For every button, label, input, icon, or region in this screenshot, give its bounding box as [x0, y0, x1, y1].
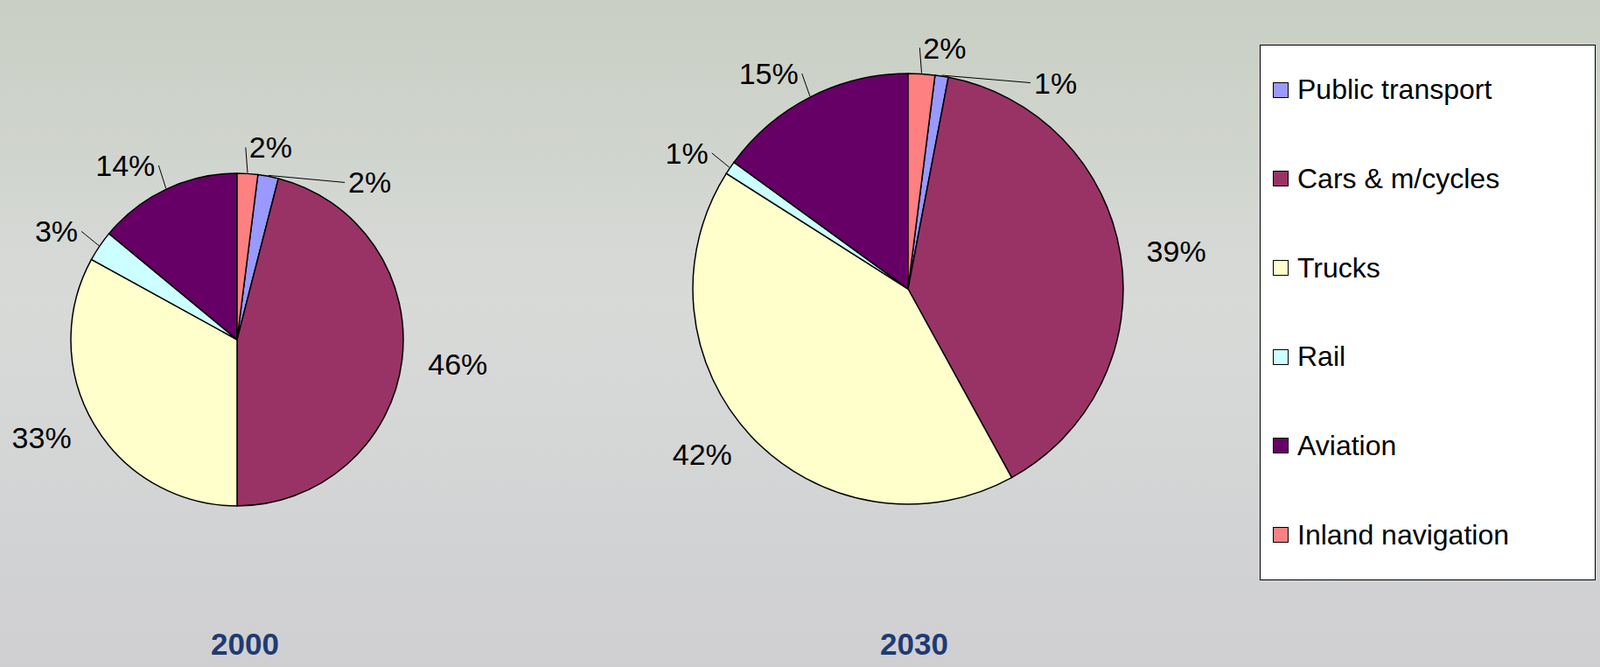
html-text:Rail: Rail [1297, 340, 1346, 373]
html-text:Cars & m/cycles: Cars & m/cycles [1297, 162, 1500, 195]
svg-text:39%: 39% [1146, 234, 1207, 268]
svg-text:2%: 2% [249, 130, 293, 164]
html-text:Public transport: Public transport [1297, 73, 1492, 106]
svg-text:46%: 46% [427, 347, 488, 381]
svg-text:2%: 2% [922, 31, 966, 65]
svg-text:2%: 2% [348, 165, 392, 199]
svg-text:1%: 1% [665, 136, 709, 170]
html-text:Trucks: Trucks [1297, 251, 1381, 284]
svg-text:42%: 42% [672, 437, 733, 471]
svg-text:3%: 3% [34, 214, 78, 248]
svg-text:14%: 14% [95, 148, 155, 182]
html-text:Inland navigation: Inland navigation [1297, 518, 1510, 550]
svg-text:15%: 15% [739, 56, 799, 91]
svg-text:33%: 33% [12, 420, 72, 455]
html-text:2000: 2000 [210, 626, 279, 661]
svg-text:1%: 1% [1034, 66, 1077, 100]
html-text:2030: 2030 [880, 626, 949, 661]
html-text:Aviation: Aviation [1297, 429, 1397, 462]
